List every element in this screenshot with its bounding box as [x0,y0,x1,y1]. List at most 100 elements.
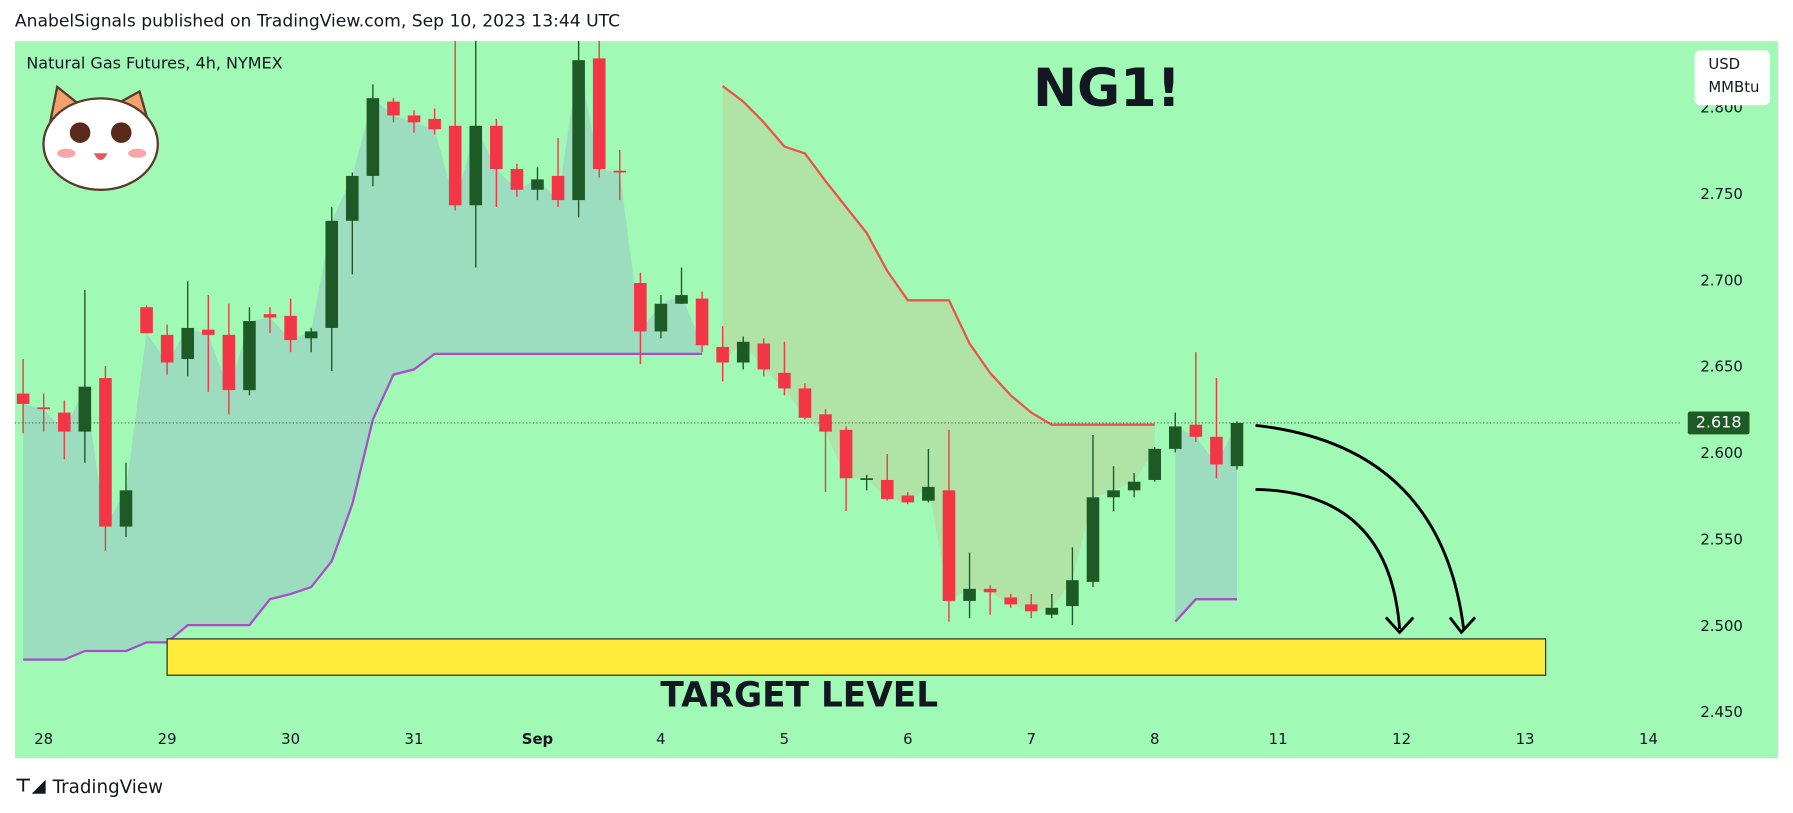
x-tick-label: 4 [656,730,665,748]
candle-body [942,490,956,601]
footer-brand: TradingView [52,777,164,798]
candle-body [119,490,133,527]
footer-logo: ⊤◢ [15,776,46,797]
y-tick-label: 2.750 [1700,185,1743,203]
unit-box [1694,50,1771,106]
candle-body [510,169,524,190]
candle-body [202,329,215,335]
unit-label: MMBtu [1708,78,1759,96]
x-tick-label: 8 [1150,730,1159,748]
chart-subtitle: Natural Gas Futures, 4h, NYMEX [26,54,282,73]
candle-body [572,60,585,201]
candle-body [819,414,832,432]
candle-body [469,125,483,206]
candle-body [1230,422,1244,467]
candle-body [1045,607,1059,615]
front-layer: 2.4502.5002.5502.6002.6502.7002.7502.800… [34,99,1750,748]
candle-body [839,429,853,479]
candle-body [1107,490,1120,498]
candle-body [366,98,380,176]
indicator-fill [23,60,703,660]
x-tick-label: 12 [1392,730,1411,748]
indicator-line [23,352,703,661]
candle-body [448,125,462,206]
candle-body [922,486,935,501]
candle-body [880,479,894,499]
x-tick-label: Sep [522,730,553,748]
candle-body [1066,580,1079,607]
candle-body [37,407,50,410]
y-tick-label: 2.650 [1700,358,1743,376]
x-tick-label: 7 [1027,730,1036,748]
candle-body [1168,426,1182,449]
x-tick-label: 6 [903,730,912,748]
indicator-fill [722,86,1155,612]
x-tick-label: 30 [281,730,300,748]
candle-body [901,495,915,503]
candle-body [428,118,441,130]
candle-body [1004,597,1017,605]
candle-body [304,331,318,339]
candle-body [551,175,565,201]
candle-body [778,372,791,389]
unit-label: USD [1708,55,1740,73]
candle-body [654,303,668,332]
candle-body [695,298,709,346]
candle-body [798,388,812,418]
candle-body [181,327,195,360]
candle-body [592,58,606,170]
y-tick-label: 2.500 [1700,617,1743,635]
candle-body [222,334,236,391]
y-tick-label: 2.600 [1700,444,1743,462]
candle-body [1024,604,1038,612]
candle-body [1127,481,1141,491]
candle-body [963,588,976,601]
candle-body [57,412,71,432]
candle-body [1210,436,1223,465]
candle-body [16,393,30,404]
x-tick-label: 14 [1639,730,1658,748]
x-tick-label: 11 [1269,730,1288,748]
chart-title: NG1! [1033,58,1181,119]
candle-body [860,478,873,480]
candle-body [243,321,256,391]
candle-body [634,283,647,332]
candle-body [716,346,729,363]
last-price-label: 2.618 [1696,412,1742,431]
y-tick-label: 2.450 [1700,703,1743,721]
cat-icon [42,84,159,191]
candle-body [531,179,544,190]
candle-body [325,220,339,328]
y-tick-label: 2.550 [1700,530,1743,548]
target-label: TARGET LEVEL [660,675,938,715]
candle-body [263,314,277,318]
candle-body [1189,424,1203,437]
x-tick-label: 13 [1516,730,1535,748]
indicator-fill [1175,422,1238,622]
candle-body [407,115,421,123]
candle-body [675,295,688,304]
candle-body [1086,497,1100,582]
candle-body [78,386,92,432]
x-tick-label: 28 [34,730,53,748]
target-zone [166,638,1547,676]
indicator-line [1174,598,1237,623]
candle-body [99,378,112,527]
candle-body [613,170,627,173]
candle-body [387,101,400,116]
last-price-box [1687,411,1750,435]
candle-body [160,334,174,363]
candle-body [736,341,750,363]
candle-body [490,125,503,170]
header-title: AnabelSignals published on TradingView.c… [15,12,620,32]
x-tick-label: 31 [405,730,424,748]
y-tick-label: 2.700 [1700,271,1743,289]
plot-layer [14,41,1681,661]
candle-body [284,315,297,341]
candle-body [140,307,153,334]
x-tick-label: 29 [158,730,177,748]
candle-body [757,343,771,370]
candle-body [983,588,997,593]
